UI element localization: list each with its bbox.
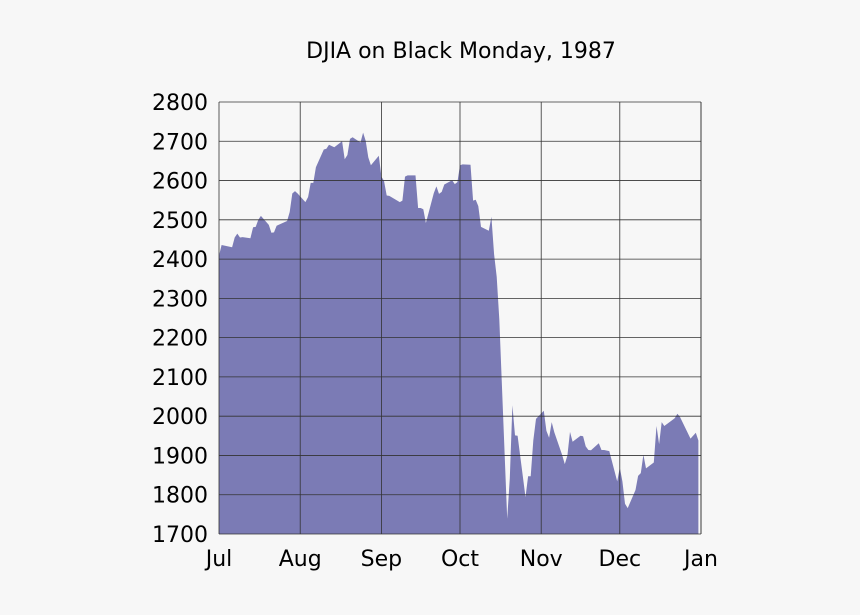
x-tick-label: Nov (520, 547, 563, 572)
area-series-0 (219, 132, 699, 534)
y-tick-label: 2600 (152, 170, 208, 195)
y-tick-label: 2800 (152, 91, 208, 116)
y-tick-label: 2000 (152, 405, 208, 430)
x-tick-label: Oct (441, 547, 479, 572)
y-tick-label: 2200 (152, 327, 208, 352)
area-layer (219, 132, 699, 534)
x-tick-label: Sep (361, 547, 402, 572)
y-tick-label: 2700 (152, 130, 208, 155)
y-tick-label: 1900 (152, 444, 208, 469)
x-tick-label: Aug (279, 547, 322, 572)
y-axis: 1700 1800 1900 2000 2100 2200 2300 2400 2500 2600… (152, 91, 208, 548)
y-tick-label: 1800 (152, 484, 208, 509)
x-axis: Jul Aug Sep Oct Nov Dec Jan (204, 547, 718, 572)
y-tick-label: 2300 (152, 287, 208, 312)
y-tick-label: 2100 (152, 366, 208, 391)
x-tick-label: Dec (599, 547, 642, 572)
y-tick-label: 2400 (152, 248, 208, 273)
x-tick-label: Jul (204, 547, 233, 572)
y-tick-label: 1700 (152, 523, 208, 548)
y-tick-label: 2500 (152, 209, 208, 234)
x-tick-label: Jan (682, 547, 718, 572)
chart-title: DJIA on Black Monday, 1987 (306, 39, 616, 64)
grid-layer (218, 101, 702, 535)
